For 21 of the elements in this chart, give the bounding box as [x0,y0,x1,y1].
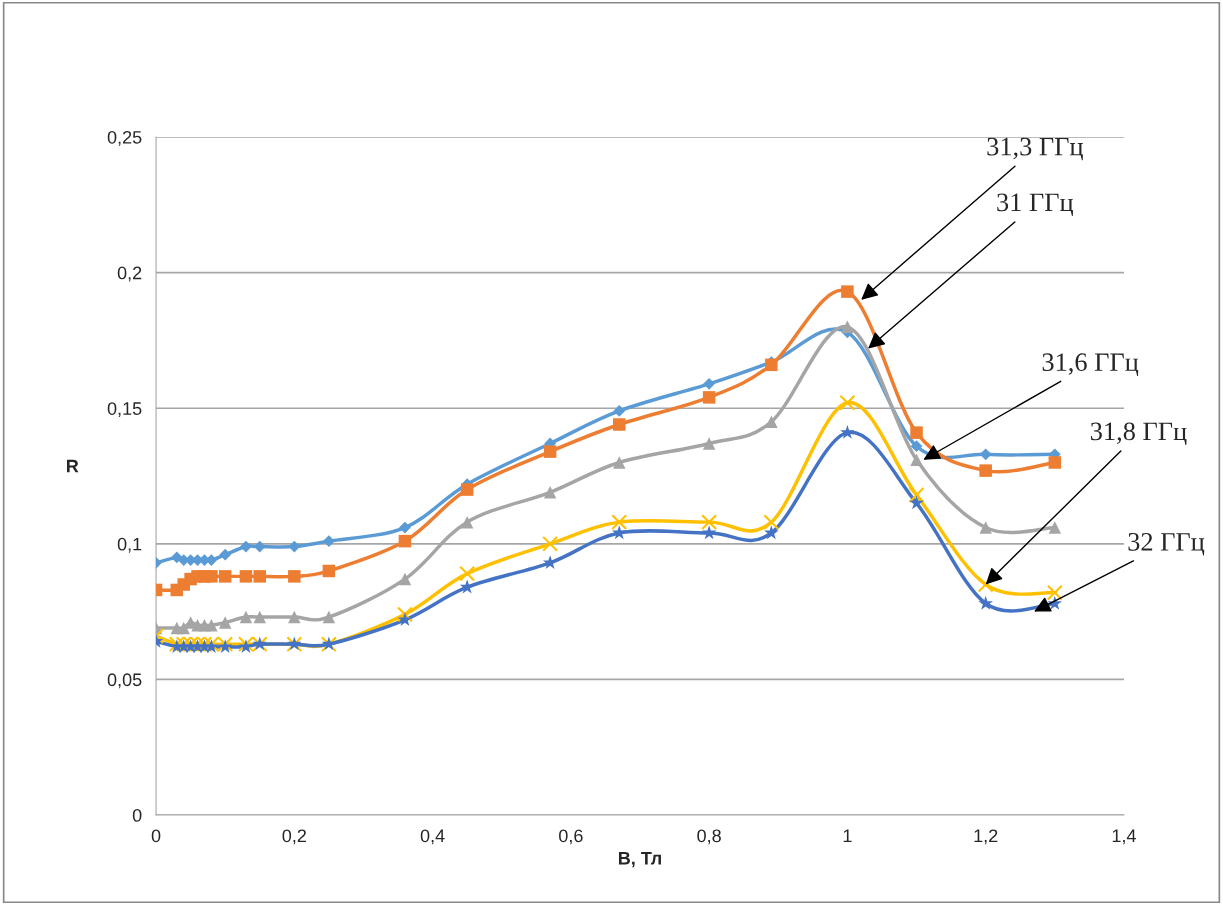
x-tick-label: 0,4 [420,829,445,845]
y-tick-label: 0,25 [107,130,142,146]
x-tick-label: 0 [151,829,161,843]
annotation: 31,6 ГГц [1042,353,1139,376]
y-tick-label: 0,1 [117,537,142,553]
annotation: 31 ГГц [997,193,1074,217]
x-tick-label: 1,4 [1112,829,1136,845]
x-tick-label: 0,2 [282,829,306,845]
y-tick-label: 0,15 [107,402,142,418]
annotation: 31,8 ГГц [1091,422,1187,446]
y-tick-label: 0,2 [117,266,142,282]
x-tick-label: 1 [843,829,852,843]
x-axis-title: B, Тл [618,851,661,868]
y-tick-label: 0,05 [107,673,142,689]
x-tick-label: 0,8 [697,829,721,845]
annotation: 32 ГГц [1128,532,1205,556]
y-tick-label: 0 [132,808,142,822]
x-tick-label: 0,6 [559,829,583,845]
y-axis-title: R [66,459,79,473]
x-tick-label: 1,2 [974,829,998,845]
annotation: 31,3 ГГц [987,137,1083,161]
